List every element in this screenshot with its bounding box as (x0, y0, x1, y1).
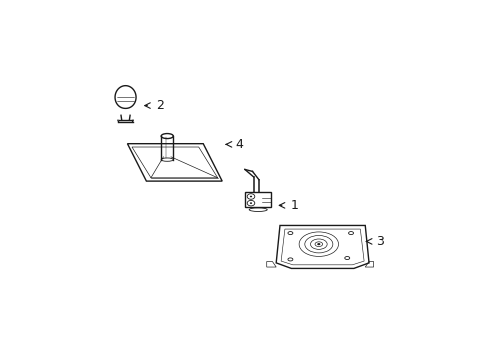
Text: 4: 4 (235, 138, 243, 151)
Text: 2: 2 (156, 99, 163, 112)
Text: 1: 1 (290, 199, 298, 212)
Ellipse shape (249, 202, 252, 204)
Ellipse shape (317, 243, 320, 245)
Ellipse shape (249, 195, 252, 197)
Text: 3: 3 (375, 235, 383, 248)
